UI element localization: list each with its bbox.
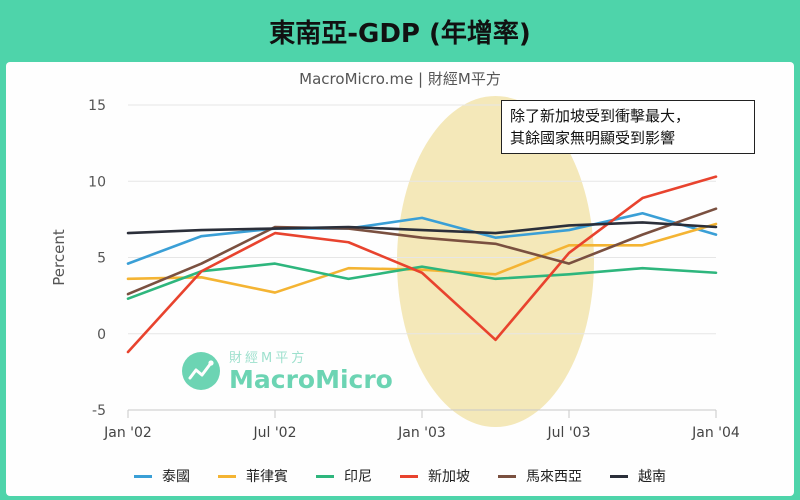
legend: 泰國 菲律賓 印尼 新加坡 馬來西亞 越南	[6, 463, 794, 489]
legend-swatch	[498, 474, 516, 478]
y-tick-label: 0	[97, 327, 106, 343]
y-tick-label: 15	[88, 98, 106, 114]
legend-swatch	[610, 474, 628, 478]
legend-label: 印尼	[344, 469, 372, 485]
annotation-line-1: 除了新加坡受到衝擊最大，	[510, 107, 691, 125]
chart-subtitle: MacroMicro.me | 財經M平方	[299, 70, 501, 88]
legend-label: 越南	[638, 469, 666, 485]
watermark-cn: 財經M平方	[229, 351, 308, 366]
x-tick-label: Jan '04	[691, 425, 740, 441]
y-tick-label: 10	[88, 174, 106, 190]
y-tick-label: -5	[92, 403, 106, 419]
x-tick-label: Jan '02	[103, 425, 152, 441]
annotation-box: 除了新加坡受到衝擊最大， 其餘國家無明顯受到影響	[501, 100, 755, 154]
annotation-line-2: 其餘國家無明顯受到影響	[510, 129, 676, 147]
series-line-印尼	[126, 262, 718, 300]
series-line-越南	[126, 221, 718, 235]
legend-label: 馬來西亞	[526, 469, 582, 485]
chart-title-bar: 東南亞-GDP (年增率)	[0, 0, 800, 62]
legend-label: 泰國	[162, 469, 190, 485]
legend-item[interactable]: 越南	[610, 466, 666, 486]
y-axis-label: Percent	[50, 229, 68, 286]
watermark-en: MacroMicro	[229, 365, 393, 394]
watermark: 財經M平方 MacroMicro	[181, 347, 393, 394]
legend-label: 新加坡	[428, 469, 470, 485]
legend-item[interactable]: 印尼	[316, 466, 372, 486]
chart-panel: 15 10 5 0 -5 Jan '02 Jul '02 Jan '03 Jul '03 Jan …	[6, 62, 794, 496]
legend-swatch	[316, 474, 334, 478]
y-tick-label: 5	[97, 251, 106, 267]
legend-item[interactable]: 馬來西亞	[498, 466, 582, 486]
series-line-馬來西亞	[126, 207, 718, 296]
legend-label: 菲律賓	[246, 469, 288, 485]
legend-item[interactable]: 菲律賓	[218, 466, 288, 486]
legend-item[interactable]: 泰國	[134, 466, 190, 486]
legend-swatch	[134, 474, 152, 478]
x-tick-label: Jan '03	[397, 425, 446, 441]
highlight-ellipse	[397, 96, 594, 427]
legend-swatch	[218, 474, 236, 478]
legend-swatch	[400, 474, 418, 478]
x-tick-label: Jul '02	[252, 425, 296, 441]
series-line-泰國	[126, 211, 718, 265]
macromicro-logo-icon	[182, 351, 220, 390]
x-tick-label: Jul '03	[546, 425, 590, 441]
chart-plot: 15 10 5 0 -5 Jan '02 Jul '02 Jan '03 Jul '03 Jan …	[50, 96, 740, 441]
series-line-新加坡	[126, 175, 718, 354]
legend-item[interactable]: 新加坡	[400, 466, 470, 486]
chart-title: 東南亞-GDP (年增率)	[269, 18, 531, 49]
